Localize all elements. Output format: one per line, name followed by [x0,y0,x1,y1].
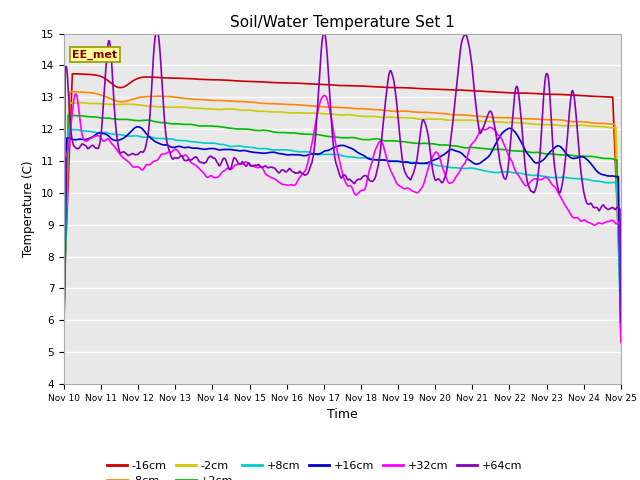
-8cm [499,115,506,120]
-16cm [316,82,324,87]
Line: +16cm: +16cm [64,127,621,327]
+2cm [499,146,506,152]
Y-axis label: Temperature (C): Temperature (C) [22,160,35,257]
+32cm [60,332,68,338]
+16cm [601,172,609,178]
+8cm [89,129,97,135]
+16cm [60,322,68,328]
+64cm [152,31,159,36]
+2cm [89,114,97,120]
-8cm [60,294,68,300]
+2cm [617,321,625,327]
+32cm [89,134,97,140]
+16cm [617,324,625,330]
+8cm [72,127,80,132]
-8cm [601,120,609,126]
Line: -8cm: -8cm [64,92,621,313]
+64cm [331,156,339,162]
-16cm [617,295,625,300]
+32cm [316,99,324,105]
-8cm [89,90,97,96]
-8cm [316,104,324,109]
+32cm [72,91,79,96]
+32cm [601,220,609,226]
-16cm [499,90,506,96]
+16cm [133,124,141,130]
Line: +2cm: +2cm [64,115,621,324]
+64cm [601,204,609,210]
-16cm [69,71,77,77]
Line: -2cm: -2cm [64,103,621,314]
-2cm [316,110,324,116]
+8cm [617,334,625,339]
-16cm [331,82,339,88]
Text: EE_met: EE_met [72,49,118,60]
-8cm [68,89,76,95]
Title: Soil/Water Temperature Set 1: Soil/Water Temperature Set 1 [230,15,455,30]
+2cm [331,134,339,140]
+2cm [601,156,609,161]
Legend: -16cm, -8cm, -2cm, +2cm, +8cm, +16cm, +32cm, +64cm: -16cm, -8cm, -2cm, +2cm, +8cm, +16cm, +3… [103,456,526,480]
+8cm [60,318,68,324]
+2cm [316,132,324,138]
-8cm [331,104,339,110]
Line: +8cm: +8cm [64,130,621,336]
+16cm [499,130,506,135]
-2cm [617,311,625,317]
+8cm [331,152,339,157]
+16cm [331,144,339,150]
+32cm [331,138,339,144]
-2cm [89,101,97,107]
+16cm [88,134,96,140]
+8cm [601,180,609,185]
+32cm [601,219,609,225]
+64cm [499,172,506,178]
-16cm [601,94,609,100]
-2cm [77,100,85,106]
+64cm [601,204,609,210]
+8cm [601,180,609,185]
-2cm [601,124,609,130]
+64cm [60,290,68,296]
+8cm [316,152,324,157]
+32cm [617,340,625,346]
+64cm [88,143,96,148]
+64cm [617,320,625,326]
-16cm [89,72,97,78]
-8cm [601,120,609,126]
+16cm [316,151,324,156]
-2cm [499,119,506,125]
Line: -16cm: -16cm [64,74,621,298]
-8cm [617,311,625,316]
-2cm [60,298,68,304]
-2cm [331,112,339,118]
+2cm [65,112,73,118]
-16cm [601,94,609,100]
+16cm [601,172,609,178]
-2cm [601,124,609,130]
-16cm [60,290,68,296]
Line: +64cm: +64cm [64,34,621,323]
+2cm [60,311,68,316]
Line: +32cm: +32cm [64,94,621,343]
+64cm [316,61,324,67]
X-axis label: Time: Time [327,408,358,421]
+2cm [601,156,609,161]
+32cm [499,138,506,144]
+8cm [499,169,506,175]
